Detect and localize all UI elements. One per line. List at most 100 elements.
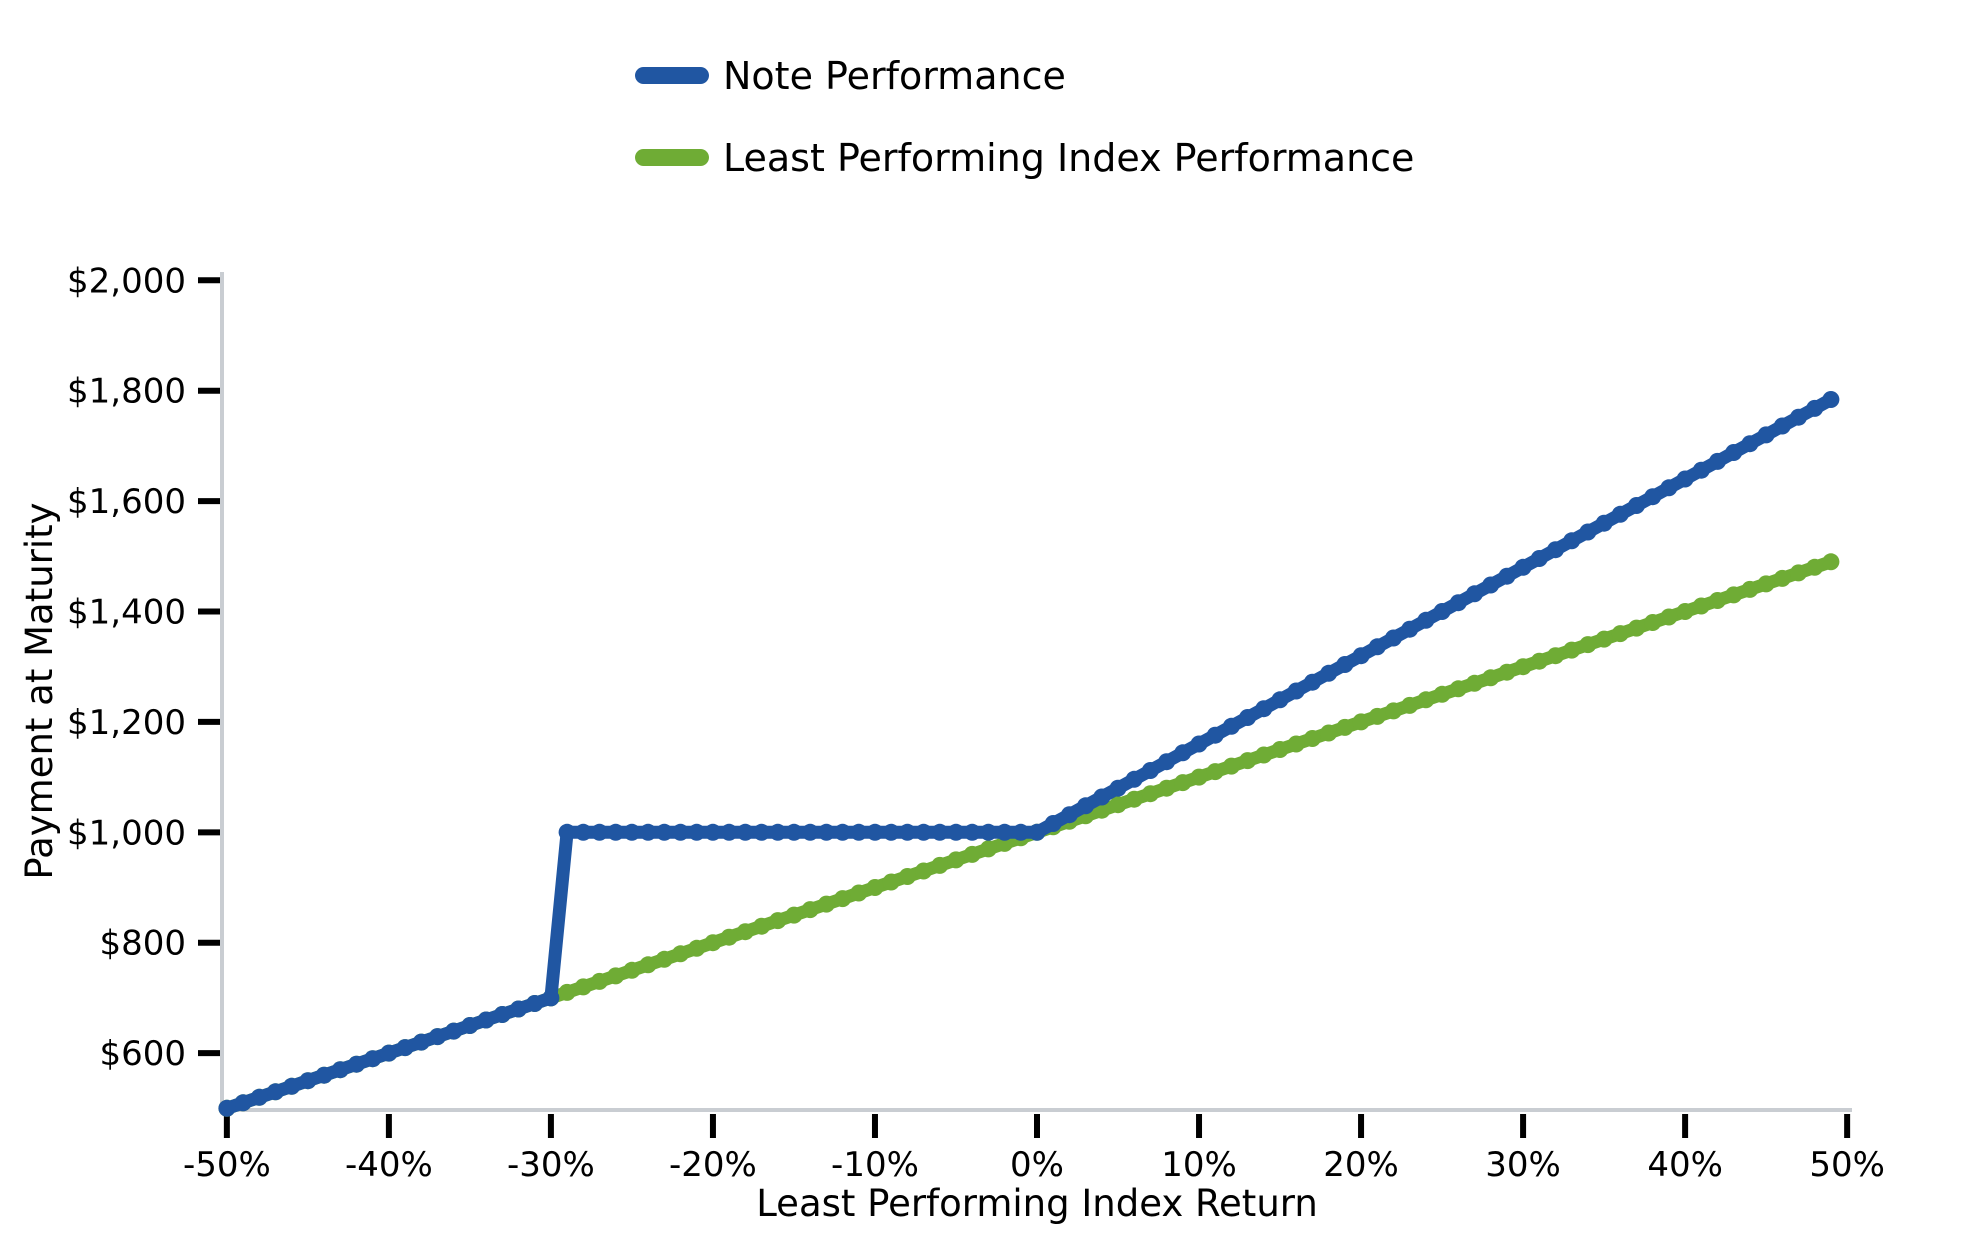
series-marker-note-performance bbox=[1028, 823, 1046, 841]
series-marker-note-performance bbox=[1239, 709, 1257, 726]
series-marker-index-performance bbox=[915, 862, 933, 880]
series-marker-note-performance bbox=[1660, 479, 1678, 497]
series-marker-note-performance bbox=[1806, 399, 1824, 417]
series-marker-note-performance bbox=[1628, 497, 1645, 514]
series-marker-index-performance bbox=[1109, 796, 1127, 814]
series-marker-index-performance bbox=[688, 939, 706, 957]
series-marker-note-performance bbox=[898, 823, 916, 841]
series-marker-index-performance bbox=[1806, 558, 1824, 576]
series-marker-note-performance bbox=[688, 823, 706, 841]
series-marker-index-performance bbox=[1579, 636, 1597, 654]
series-marker-note-performance bbox=[1757, 426, 1775, 444]
x-tick-label: 40% bbox=[1647, 1145, 1723, 1185]
series-marker-note-performance bbox=[1060, 806, 1078, 824]
series-marker-note-performance bbox=[1709, 452, 1726, 470]
series-marker-index-performance bbox=[1255, 746, 1273, 764]
series-marker-note-performance bbox=[1547, 541, 1564, 559]
series-marker-index-performance bbox=[1611, 625, 1629, 643]
series-marker-index-performance bbox=[1449, 680, 1467, 698]
series-marker-note-performance bbox=[542, 989, 560, 1007]
series-marker-note-performance bbox=[1012, 823, 1030, 841]
series-marker-note-performance bbox=[574, 823, 592, 841]
series-marker-note-performance bbox=[429, 1028, 446, 1046]
series-marker-note-performance bbox=[1790, 408, 1807, 426]
series-marker-note-performance bbox=[412, 1033, 430, 1051]
series-marker-note-performance bbox=[1125, 770, 1143, 788]
series-marker-note-performance bbox=[1206, 726, 1224, 744]
x-tick-label: -30% bbox=[507, 1145, 595, 1185]
series-marker-note-performance bbox=[753, 823, 771, 841]
series-marker-note-performance bbox=[218, 1099, 236, 1117]
series-marker-note-performance bbox=[1433, 603, 1451, 620]
series-marker-index-performance bbox=[963, 845, 981, 863]
series-marker-note-performance bbox=[1773, 417, 1791, 435]
legend: Note Performance Least Performing Index … bbox=[635, 54, 1414, 180]
series-marker-index-performance bbox=[1822, 553, 1840, 571]
x-tick-label: 0% bbox=[1010, 1145, 1064, 1185]
series-marker-note-performance bbox=[1563, 532, 1581, 550]
series-marker-note-performance bbox=[250, 1088, 268, 1106]
series-marker-note-performance bbox=[493, 1006, 511, 1023]
series-marker-index-performance bbox=[801, 901, 819, 919]
y-axis-title: Payment at Maturity bbox=[18, 502, 61, 879]
series-marker-index-performance bbox=[1433, 685, 1451, 703]
series-marker-note-performance bbox=[1644, 488, 1662, 506]
series-marker-index-performance bbox=[591, 972, 608, 990]
series-marker-note-performance bbox=[866, 823, 884, 841]
series-marker-note-performance bbox=[1158, 753, 1176, 771]
series-marker-index-performance bbox=[1725, 586, 1743, 604]
x-tick-label: -40% bbox=[345, 1145, 433, 1185]
series-marker-index-performance bbox=[1141, 785, 1159, 803]
series-marker-note-performance bbox=[1482, 576, 1500, 594]
series-marker-index-performance bbox=[1271, 741, 1289, 758]
series-marker-note-performance bbox=[1303, 673, 1321, 691]
series-marker-index-performance bbox=[672, 945, 689, 963]
series-marker-note-performance bbox=[1352, 647, 1370, 665]
series-marker-note-performance bbox=[915, 823, 933, 841]
legend-label-note-performance: Note Performance bbox=[723, 54, 1066, 98]
series-marker-note-performance bbox=[1725, 444, 1743, 461]
series-marker-note-performance bbox=[1417, 611, 1435, 629]
series-marker-note-performance bbox=[234, 1094, 252, 1112]
series-marker-index-performance bbox=[1222, 757, 1240, 775]
series-marker-note-performance bbox=[801, 823, 819, 841]
series-marker-note-performance bbox=[1385, 629, 1402, 647]
series-marker-note-performance bbox=[1044, 815, 1062, 832]
series-marker-index-performance bbox=[1530, 652, 1548, 670]
series-marker-note-performance bbox=[558, 823, 576, 841]
series-marker-note-performance bbox=[591, 823, 608, 841]
series-marker-note-performance bbox=[396, 1039, 414, 1057]
series-marker-note-performance bbox=[655, 823, 673, 841]
series-marker-index-performance bbox=[850, 884, 868, 902]
series-marker-index-performance bbox=[1547, 647, 1564, 665]
series-marker-index-performance bbox=[1773, 569, 1791, 587]
series-marker-note-performance bbox=[736, 823, 754, 841]
series-marker-index-performance bbox=[1125, 790, 1143, 808]
series-marker-index-performance bbox=[1352, 713, 1370, 731]
series-marker-index-performance bbox=[1595, 630, 1613, 648]
series-marker-index-performance bbox=[817, 895, 835, 913]
series-marker-note-performance bbox=[267, 1083, 284, 1101]
series-marker-index-performance bbox=[704, 934, 722, 952]
series-marker-note-performance bbox=[704, 823, 722, 841]
series-marker-note-performance bbox=[1109, 779, 1127, 797]
x-tick-label: -10% bbox=[831, 1145, 919, 1185]
series-marker-note-performance bbox=[1336, 656, 1354, 673]
y-tick-label: $1,400 bbox=[67, 593, 186, 633]
series-marker-note-performance bbox=[1579, 523, 1597, 541]
series-marker-index-performance bbox=[1417, 691, 1435, 709]
x-tick-label: 50% bbox=[1809, 1145, 1885, 1185]
series-line-note-performance bbox=[220, 393, 1838, 1115]
series-marker-index-performance bbox=[1709, 592, 1726, 609]
series-marker-index-performance bbox=[1466, 674, 1483, 692]
y-tick-label: $600 bbox=[99, 1034, 186, 1074]
series-marker-index-performance bbox=[1563, 641, 1581, 659]
series-marker-note-performance bbox=[1401, 620, 1419, 638]
y-tick-label: $800 bbox=[99, 924, 186, 964]
y-tick-label: $2,000 bbox=[67, 261, 186, 301]
series-marker-note-performance bbox=[769, 823, 787, 841]
series-marker-index-performance bbox=[1287, 735, 1305, 753]
x-tick-label: 20% bbox=[1323, 1145, 1399, 1185]
series-marker-index-performance bbox=[1206, 763, 1224, 781]
